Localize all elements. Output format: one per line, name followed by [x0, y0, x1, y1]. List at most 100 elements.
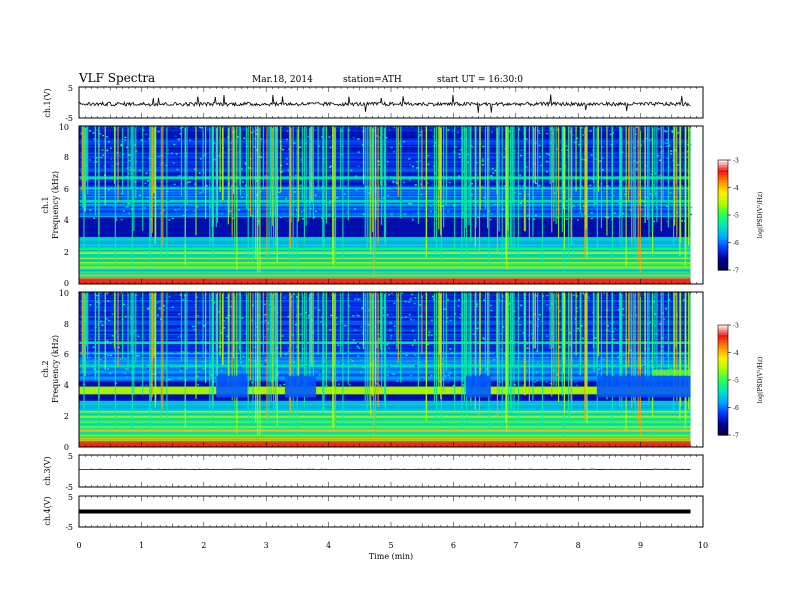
sferic-streak: [475, 292, 477, 392]
sferic-streak: [505, 126, 507, 260]
hot-line: [79, 429, 691, 432]
spectral-cell: [659, 323, 662, 325]
sferic-streak: [651, 126, 653, 233]
spectral-cell: [157, 166, 160, 169]
spectral-cell: [315, 210, 318, 213]
spectral-cell: [225, 137, 228, 139]
colorbar-cell: [718, 205, 728, 209]
spectral-cell: [308, 371, 311, 374]
colorbar-cell: [718, 415, 728, 419]
sferic-streak: [383, 126, 386, 242]
sferic-streak: [104, 126, 106, 206]
sferic-streak: [654, 292, 656, 361]
spectral-cell: [475, 173, 478, 176]
colorbar-tick-label: -5: [733, 213, 739, 220]
spectral-cell: [671, 139, 674, 141]
sferic-streak: [440, 126, 442, 263]
panel-ticks: [78, 126, 704, 284]
spectral-band: [79, 417, 691, 419]
spectral-cell: [333, 193, 336, 196]
spectral-cell: [138, 169, 141, 172]
spectral-cell: [183, 320, 186, 323]
sferic-streak: [564, 126, 566, 200]
spectral-patch: [216, 375, 248, 398]
spectral-cell: [535, 295, 538, 297]
sferic-streak: [584, 126, 586, 257]
sferic-streak: [563, 292, 565, 374]
sferic-streak: [150, 126, 152, 237]
spectral-cell: [267, 328, 270, 330]
sferic-streak: [98, 126, 100, 273]
spectral-cell: [393, 302, 396, 305]
spectral-cell: [530, 373, 533, 376]
colorbar-cell: [718, 170, 728, 174]
colorbar-cell: [718, 230, 728, 234]
ytick-label: 6: [64, 350, 69, 359]
colorbar-cell: [718, 325, 728, 329]
sferic-streak: [506, 126, 508, 270]
sferic-streak: [166, 292, 168, 424]
spectral-cell: [419, 134, 422, 136]
spectral-cell: [355, 175, 358, 177]
sferic-streak: [685, 126, 687, 257]
spectral-cell: [527, 215, 530, 217]
spectral-cell: [375, 346, 378, 348]
spectral-cell: [483, 347, 486, 349]
spectral-cell: [390, 341, 393, 344]
spectral-cell: [128, 154, 131, 156]
sferic-streak: [255, 126, 257, 260]
sferic-streak: [290, 292, 292, 412]
sferic-streak: [579, 126, 582, 209]
spectral-cell: [635, 314, 638, 317]
spectral-cell: [564, 207, 567, 210]
colorbar-cell: [718, 422, 728, 426]
spectral-cell: [641, 203, 644, 206]
sferic-streak: [222, 292, 224, 365]
spectral-cell: [95, 301, 98, 303]
spectral-cell: [344, 324, 347, 327]
sferic-streak: [592, 126, 595, 184]
spectral-cell: [410, 374, 413, 377]
spectral-patch: [465, 375, 491, 398]
spectral-cell: [594, 202, 597, 204]
sferic-streak: [524, 292, 527, 396]
spectral-band: [79, 409, 691, 412]
sferic-streak: [205, 126, 207, 219]
spectral-cell: [327, 365, 330, 368]
spectral-cell: [430, 334, 433, 336]
spectral-cell: [182, 214, 185, 217]
colorbar-cell: [718, 235, 728, 239]
spectral-cell: [124, 294, 127, 297]
sferic-streak: [347, 292, 349, 385]
spectral-cell: [137, 354, 140, 357]
sferic-streak: [505, 292, 507, 423]
spectral-cell: [314, 360, 317, 363]
sferic-streak: [619, 126, 621, 197]
sferic-streak: [227, 292, 229, 389]
sferic-streak: [276, 126, 278, 263]
spectral-cell: [281, 170, 284, 173]
spectral-cell: [415, 191, 418, 194]
sferic-streak: [628, 292, 630, 367]
x-axis-label: Time (min): [369, 552, 413, 561]
spectral-cell: [95, 163, 98, 166]
sferic-streak: [252, 292, 254, 425]
spectral-cell: [244, 162, 247, 164]
spectral-cell: [483, 352, 486, 355]
spectral-cell: [412, 165, 415, 168]
spectral-cell: [412, 378, 415, 381]
spectral-cell: [472, 343, 475, 346]
spectral-cell: [125, 146, 128, 149]
spectral-cell: [401, 292, 404, 294]
spectral-cell: [280, 176, 283, 179]
spectral-cell: [107, 354, 110, 357]
sferic-streak: [648, 126, 650, 240]
spectral-cell: [300, 211, 303, 213]
spectral-cell: [574, 381, 577, 383]
spectral-cell: [386, 374, 389, 377]
spectral-cell: [184, 379, 187, 381]
spectral-cell: [451, 178, 454, 180]
sferic-streak: [142, 292, 144, 395]
spectral-cell: [167, 366, 170, 368]
panel-ticks: [78, 496, 704, 527]
